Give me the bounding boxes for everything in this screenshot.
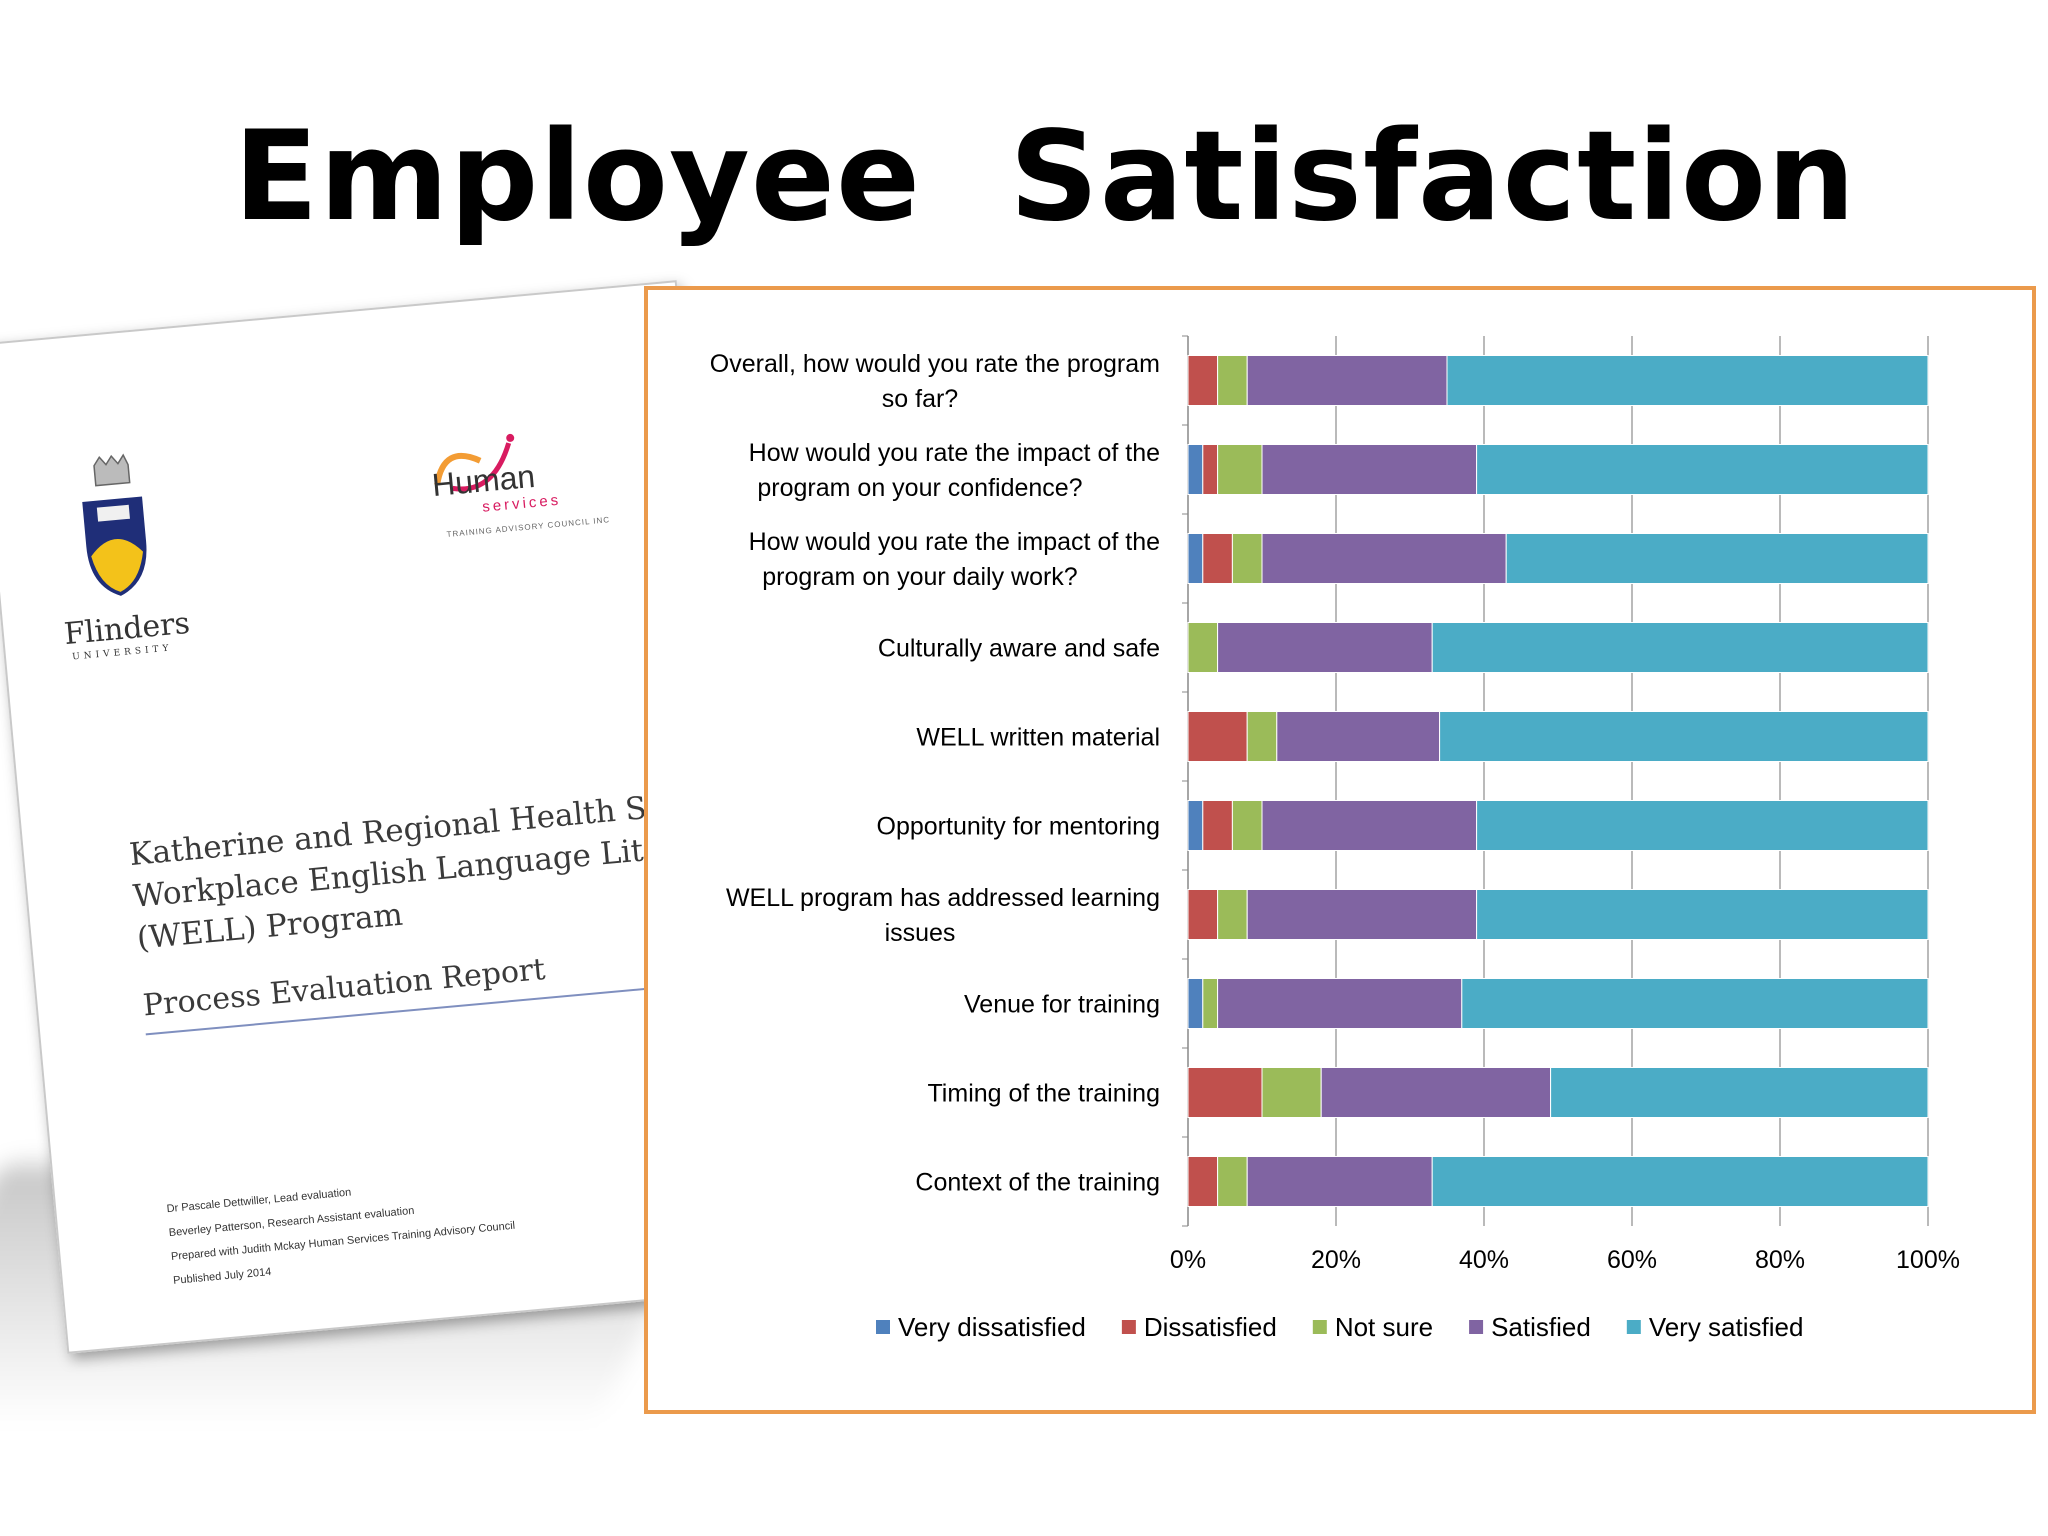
- category-label: WELL written material: [916, 724, 1160, 752]
- bar-segment: [1246, 889, 1478, 940]
- legend-label: Very dissatisfied: [898, 1312, 1086, 1342]
- legend-swatch: [1469, 1320, 1484, 1334]
- bar-segment: [1187, 1067, 1263, 1118]
- bar-segment: [1261, 533, 1507, 584]
- bar-segment: [1550, 1067, 1929, 1118]
- bar-segment: [1320, 1067, 1552, 1118]
- bar-segment: [1202, 444, 1219, 495]
- bar-segment: [1246, 1156, 1433, 1207]
- legend-swatch: [1626, 1320, 1641, 1334]
- chart-frame: 0% 20% 40% 60% 80% 100% Overall, how would you…: [644, 286, 2036, 1414]
- category-label: How would you rate the impact of the: [749, 439, 1160, 467]
- report-credits: Dr Pascale Dettwiller, Lead evaluation B…: [166, 1166, 519, 1293]
- x-tick-label: 80%: [1755, 1246, 1805, 1274]
- legend-label: Dissatisfied: [1144, 1312, 1277, 1342]
- bar-segment: [1187, 444, 1204, 495]
- bar-segment: [1217, 889, 1248, 940]
- bar-segment: [1187, 711, 1248, 762]
- category-label: program on your daily work?: [762, 563, 1077, 591]
- bar-segment: [1476, 800, 1929, 851]
- report-title: Katherine and Regional Health Services W…: [128, 780, 760, 960]
- bar-segment: [1431, 1156, 1929, 1207]
- bar-segment: [1217, 1156, 1248, 1207]
- bar-segment: [1439, 711, 1929, 762]
- bar-segment: [1187, 533, 1204, 584]
- bar-segment: [1202, 533, 1233, 584]
- category-label: Timing of the training: [927, 1080, 1160, 1108]
- legend-swatch: [1121, 1320, 1136, 1334]
- legend-label: Satisfied: [1491, 1312, 1591, 1342]
- report-subtitle: Process Evaluation Report: [141, 952, 547, 1024]
- bar-segment: [1261, 1067, 1322, 1118]
- legend-label: Not sure: [1335, 1312, 1433, 1342]
- category-label: WELL program has addressed learning: [726, 884, 1160, 912]
- bar-segment: [1187, 1156, 1219, 1207]
- bar-segment: [1187, 622, 1219, 673]
- bar-segment: [1461, 978, 1929, 1029]
- bar-segment: [1202, 978, 1219, 1029]
- flinders-crest-icon: [82, 453, 147, 596]
- bar-segment: [1231, 533, 1263, 584]
- legend-swatch: [876, 1320, 890, 1334]
- bar-segment: [1476, 444, 1929, 495]
- category-label: so far?: [882, 385, 958, 413]
- slide-title: Employee Satisfaction: [233, 105, 1857, 249]
- x-tick-label: 100%: [1896, 1246, 1960, 1274]
- category-label: How would you rate the impact of the: [749, 528, 1160, 556]
- category-label: Culturally aware and safe: [878, 635, 1160, 663]
- bar-segment: [1187, 978, 1204, 1029]
- bar-segment: [1246, 711, 1278, 762]
- bar-segment: [1187, 355, 1219, 406]
- x-tick-label: 0%: [1170, 1246, 1206, 1274]
- category-label: program on your confidence?: [757, 474, 1082, 502]
- category-label: Overall, how would you rate the program: [710, 350, 1160, 378]
- x-tick-label: 60%: [1607, 1246, 1657, 1274]
- bar-segment: [1217, 978, 1463, 1029]
- category-label: Opportunity for mentoring: [877, 813, 1160, 841]
- bar-segment: [1246, 355, 1448, 406]
- x-tick-label: 20%: [1311, 1246, 1361, 1274]
- bar-segment: [1187, 800, 1204, 851]
- legend-label: Very satisfied: [1649, 1312, 1804, 1342]
- category-label: issues: [885, 919, 956, 947]
- legend-swatch: [1312, 1320, 1327, 1334]
- category-label: Venue for training: [964, 991, 1160, 1019]
- bar-segment: [1276, 711, 1441, 762]
- bar-segment: [1261, 800, 1478, 851]
- stacked-bar-chart: 0% 20% 40% 60% 80% 100% Overall, how would you…: [710, 335, 1960, 1342]
- bar-segment: [1202, 800, 1233, 851]
- x-tick-label: 40%: [1459, 1246, 1509, 1274]
- human-services-logo-icon: [434, 433, 515, 492]
- bar-segment: [1187, 889, 1219, 940]
- category-label: Context of the training: [915, 1169, 1160, 1197]
- bar-segment: [1261, 444, 1478, 495]
- bar-segment: [1217, 622, 1433, 673]
- bar-segment: [1217, 444, 1263, 495]
- bar-segment: [1446, 355, 1929, 406]
- bar-segment: [1476, 889, 1929, 940]
- bar-segment: [1231, 800, 1263, 851]
- bar-segment: [1431, 622, 1929, 673]
- bar-segment: [1217, 355, 1248, 406]
- bar-segment: [1505, 533, 1929, 584]
- report-cover-image: Flinders UNIVERSITY Human services TRAIN…: [0, 280, 769, 1354]
